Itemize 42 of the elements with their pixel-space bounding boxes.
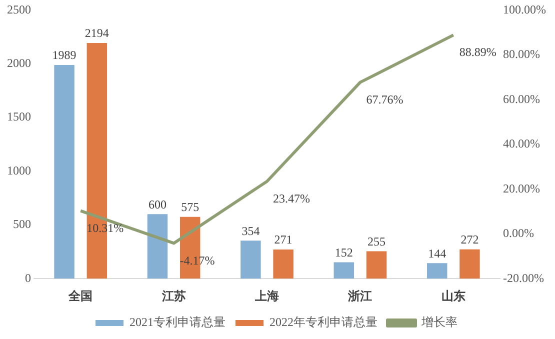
bar	[147, 214, 168, 279]
y-tick-label: 500	[13, 217, 31, 232]
data-label: 23.47%	[273, 192, 310, 206]
data-label: 2194	[84, 26, 109, 40]
y2-tick-label: 40.00%	[503, 136, 540, 151]
bar	[460, 249, 480, 279]
y-tick-label: 2000	[7, 56, 31, 70]
data-label: 575	[181, 200, 200, 214]
x-tick-label: 浙江	[347, 288, 372, 303]
legend-label: 2022年专利申请总量	[270, 315, 378, 330]
bar	[54, 65, 74, 279]
x-tick-label: 全国	[68, 288, 93, 303]
data-label: 600	[148, 197, 166, 212]
bar	[273, 250, 294, 279]
legend-label: 增长率	[420, 315, 458, 330]
y2-tick-label: 0.00%	[503, 226, 534, 240]
data-label: 1989	[52, 48, 76, 62]
bar	[240, 240, 261, 279]
data-label: 144	[428, 246, 446, 260]
y2-tick-label: 60.00%	[503, 92, 540, 106]
y-tick-label: 0	[25, 270, 31, 285]
y2-tick-label: 100.00%	[503, 2, 546, 16]
data-label: 272	[460, 232, 479, 247]
data-label: 152	[334, 245, 353, 260]
y2-tick-label: 80.00%	[503, 47, 540, 62]
bar	[426, 263, 448, 279]
data-label: 271	[274, 232, 292, 247]
y-tick-label: 1500	[7, 110, 31, 124]
bar	[334, 262, 354, 279]
x-tick-label: 江苏	[160, 288, 186, 303]
y-tick-label: 1000	[7, 163, 31, 178]
legend-label: 2021专利申请总量	[130, 315, 226, 330]
bar	[366, 251, 387, 279]
data-label: 88.89%	[459, 45, 496, 60]
data-label: 67.76%	[366, 92, 404, 106]
x-tick-label: 上海	[254, 288, 279, 303]
y2-tick-label: 20.00%	[503, 181, 540, 196]
data-label: 354	[242, 224, 260, 238]
y-tick-label: 2500	[7, 2, 31, 16]
x-tick-label: 山东	[441, 288, 466, 303]
y2-tick-label: -20.00%	[503, 270, 544, 285]
data-label: 255	[368, 234, 386, 248]
